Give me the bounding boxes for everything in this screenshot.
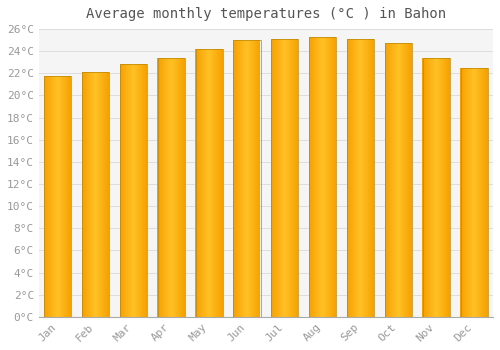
Bar <box>422 58 450 317</box>
Bar <box>82 72 109 317</box>
Bar <box>234 40 260 317</box>
Bar <box>196 49 223 317</box>
Bar <box>120 64 147 317</box>
Bar <box>460 68 488 317</box>
Bar <box>271 39 298 317</box>
Bar <box>44 76 72 317</box>
Bar <box>309 37 336 317</box>
Bar <box>385 43 412 317</box>
Bar <box>347 39 374 317</box>
Title: Average monthly temperatures (°C ) in Bahon: Average monthly temperatures (°C ) in Ba… <box>86 7 446 21</box>
Bar <box>158 58 185 317</box>
